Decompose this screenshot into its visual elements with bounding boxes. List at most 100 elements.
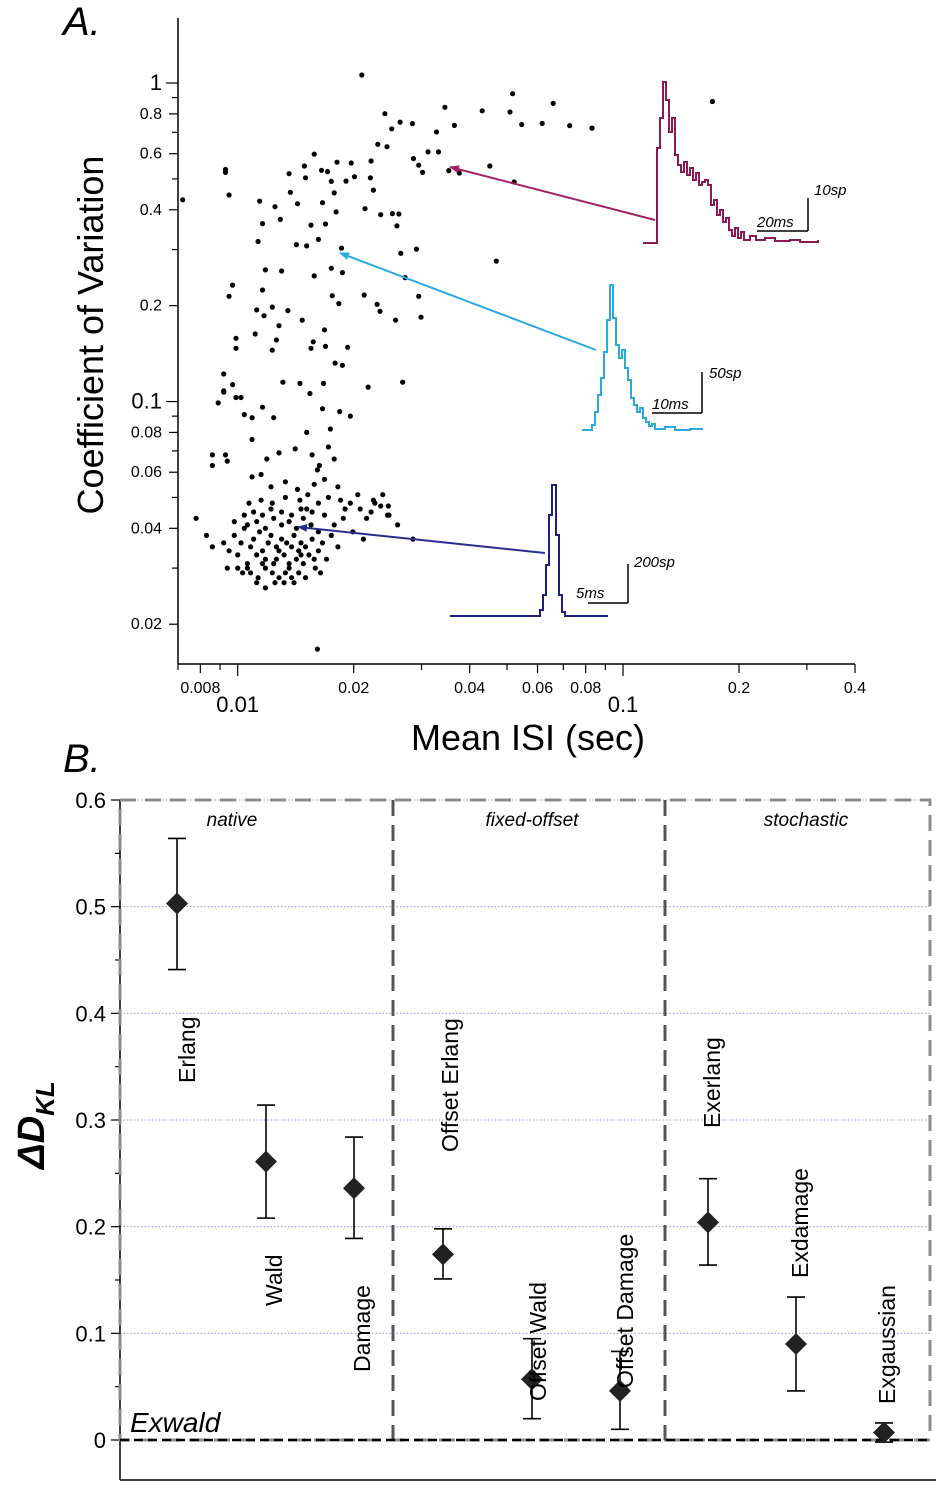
value-marker (432, 1243, 454, 1266)
data-point (241, 512, 247, 518)
data-point (328, 178, 334, 184)
data-point (309, 452, 315, 458)
data-point (209, 462, 215, 469)
data-point (339, 362, 345, 368)
data-point (309, 509, 315, 515)
data-point (334, 159, 340, 165)
data-point (395, 522, 401, 528)
data-point (400, 379, 406, 385)
data-point (507, 109, 513, 115)
model-wald: Wald (255, 1104, 287, 1306)
data-point (300, 515, 306, 521)
data-point (364, 515, 370, 521)
data-point (221, 389, 227, 395)
panel-b-y-axis-title: ΔDKL (11, 1081, 60, 1171)
data-point (446, 168, 452, 174)
data-point (355, 492, 361, 498)
data-point (333, 209, 339, 215)
data-point (367, 175, 373, 181)
data-point (311, 556, 317, 562)
data-point (272, 580, 278, 586)
data-point (271, 415, 277, 421)
low-cv-time-scale: 5ms (576, 585, 605, 602)
data-point (240, 570, 246, 576)
data-point (339, 270, 345, 276)
model-label: Wald (261, 1254, 287, 1306)
data-point (252, 331, 258, 337)
data-point (235, 552, 241, 558)
data-point (368, 158, 374, 164)
data-point (338, 497, 344, 503)
y-tick-label: 0.6 (140, 146, 162, 163)
y-tick-label: 0.08 (131, 424, 162, 441)
data-point (233, 345, 239, 351)
data-point (319, 406, 326, 412)
data-point (319, 200, 326, 206)
low-cv-count-scale: 200sp (633, 554, 675, 571)
data-point (262, 525, 268, 531)
data-point (254, 580, 260, 586)
data-point (291, 580, 297, 586)
data-point (280, 379, 286, 385)
data-point (451, 122, 457, 128)
data-point (396, 211, 402, 217)
data-point (310, 339, 316, 345)
data-point (251, 536, 257, 542)
data-point (269, 304, 275, 310)
data-point (262, 585, 268, 591)
data-point (246, 500, 252, 506)
model-erlang: Erlang (166, 837, 200, 1083)
model-damage: Damage (343, 1136, 375, 1372)
data-point (268, 484, 274, 490)
data-point (425, 149, 431, 155)
panel-b-models: Erlang Wald Damage Offset Erlang Offset Wald… (166, 837, 900, 1444)
data-point (268, 506, 274, 512)
data-point (312, 565, 318, 571)
data-point (308, 522, 314, 528)
low-cv-psth: 5ms 200sp (450, 484, 675, 617)
data-point (284, 540, 290, 546)
data-point (320, 380, 327, 386)
data-point (286, 171, 292, 177)
data-point (331, 456, 337, 462)
data-point (325, 494, 331, 500)
data-point (398, 250, 404, 256)
high-cv-psth-trace (643, 81, 819, 244)
mid-cv-time-scale: 10ms (652, 396, 689, 413)
data-point (359, 72, 365, 78)
data-point (420, 169, 426, 175)
panel-a-label: A. (61, 0, 101, 44)
data-point (292, 446, 298, 452)
data-point (276, 323, 282, 329)
model-offset-wald: Offset Wald (521, 1282, 551, 1420)
model-label: Offset Damage (612, 1234, 638, 1388)
data-point (221, 371, 227, 377)
data-point (331, 522, 337, 528)
data-point (289, 512, 295, 518)
data-point (435, 149, 442, 155)
data-point (311, 273, 317, 279)
panel-b: B. ΔDKL 0 0.1 0.2 0.3 0.4 0.5 0.6 native fixed… (11, 737, 936, 1481)
y-tick-label: 0.1 (131, 389, 162, 414)
panel-b-dashed-frame (118, 798, 932, 1442)
data-point (238, 540, 244, 546)
data-point (238, 394, 244, 401)
data-point (327, 426, 333, 432)
data-point (298, 506, 304, 512)
y-tick-label: 0.06 (131, 464, 162, 481)
panel-b-y-axis-title-sub: KL (30, 1081, 60, 1116)
data-point (289, 544, 295, 550)
data-point (335, 484, 341, 490)
x-tick-label: 0.2 (728, 680, 750, 697)
exwald-baseline-label: Exwald (130, 1407, 222, 1438)
data-point (231, 532, 237, 539)
data-point (259, 221, 266, 227)
data-point (279, 522, 285, 528)
value-marker (521, 1368, 543, 1391)
data-point (259, 404, 266, 410)
data-point (282, 570, 288, 576)
data-point (209, 452, 215, 458)
panel-a-x-axis-title: Mean ISI (sec) (411, 717, 645, 758)
data-point (322, 221, 329, 227)
